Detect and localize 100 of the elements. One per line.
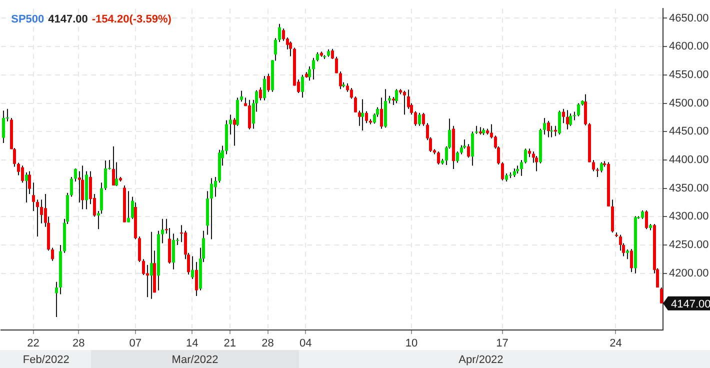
- candlestick: [259, 86, 262, 101]
- x-tick-label: 10: [405, 338, 418, 350]
- candlestick: [115, 162, 118, 187]
- y-tick-label: 4350.00: [669, 182, 709, 194]
- x-tick-label: 24: [610, 338, 622, 350]
- candlestick: [316, 52, 319, 62]
- candlestick: [592, 159, 595, 172]
- annotation: 4147.00: [48, 14, 88, 26]
- candlestick: [263, 76, 266, 101]
- text: Mar/2022: [172, 354, 218, 366]
- y-tick-label: 4500.00: [669, 97, 709, 110]
- candlestick: [150, 231, 153, 300]
- candlestick: [112, 146, 115, 186]
- text: 4147.00: [671, 298, 710, 310]
- candlestick: [301, 74, 304, 98]
- candlestick: [543, 118, 546, 135]
- text: Feb/2022: [22, 354, 70, 366]
- candlestick: [550, 125, 553, 138]
- candlestick: [524, 148, 527, 164]
- candlestick: [577, 102, 580, 117]
- candlestick: [422, 112, 425, 126]
- candlestick: [289, 40, 292, 57]
- candlestick: [191, 256, 194, 280]
- candlestick: [562, 108, 565, 124]
- candlestick: [168, 227, 171, 264]
- candlestick: [267, 73, 270, 92]
- y-tick-label: 4450.00: [669, 126, 709, 138]
- candlestick: [335, 56, 338, 74]
- x-tick-label: 28: [262, 338, 274, 350]
- candlestick: [248, 99, 251, 130]
- candlestick: [361, 98, 364, 131]
- candlestick: [569, 112, 572, 126]
- candlestick: [36, 199, 39, 237]
- candlestick: [142, 258, 145, 276]
- candlestick: [74, 168, 77, 182]
- candlestick: [312, 57, 315, 80]
- x-tick-label: 21: [224, 338, 236, 350]
- candlestick: [282, 28, 285, 42]
- candlestick: [210, 178, 213, 240]
- candlestick: [584, 94, 587, 126]
- candlestick: [547, 120, 550, 138]
- candlestick: [229, 114, 232, 135]
- candlestick: [554, 125, 557, 137]
- candlestick: [626, 249, 629, 260]
- candlestick: [558, 110, 561, 135]
- text: SP500: [11, 14, 44, 26]
- candlestick: [308, 66, 311, 82]
- candlestick: [471, 131, 474, 166]
- candlestick: [25, 172, 28, 203]
- candlestick: [233, 118, 236, 146]
- candlestick: [100, 182, 103, 214]
- candlestick: [32, 182, 35, 212]
- candlestick: [138, 236, 141, 262]
- candlestick: [365, 110, 368, 124]
- candlestick: [501, 162, 504, 181]
- candlestick: [104, 160, 107, 190]
- candlestick: [278, 23, 281, 43]
- x-tick-label: 14: [186, 338, 198, 350]
- y-tick-label: 4400.00: [669, 154, 709, 166]
- candlestick: [403, 90, 406, 116]
- x-tick-label: 07: [129, 338, 142, 350]
- candlestick: [81, 165, 84, 210]
- candlestick: [55, 281, 58, 318]
- candlestick: [350, 87, 353, 100]
- candlestick: [418, 112, 421, 126]
- y-tick-label: 4250.00: [669, 239, 709, 252]
- y-tick-label: 4300.00: [669, 210, 709, 223]
- candlestick: [172, 233, 175, 270]
- candlestick: [214, 176, 217, 198]
- candlestick: [630, 248, 633, 273]
- candlestick: [645, 210, 648, 230]
- candlestick: [240, 90, 243, 102]
- candlestick: [161, 218, 164, 244]
- candlestick: [395, 88, 398, 104]
- x-tick-label: 22: [27, 338, 40, 350]
- candlestick: [437, 150, 440, 165]
- candlestick: [21, 165, 24, 184]
- candlestick: [127, 190, 130, 223]
- candlestick: [380, 97, 383, 130]
- candlestick: [520, 159, 523, 176]
- candlestick: [40, 199, 43, 224]
- candlestick: [51, 247, 54, 262]
- candlestick: [195, 261, 198, 296]
- candlestick: [600, 162, 603, 173]
- y-tick-label: 4550.00: [669, 68, 709, 81]
- x-tick-label: 17: [496, 338, 508, 350]
- candlestick: [331, 48, 334, 60]
- candlestick: [467, 144, 470, 158]
- x-tick-label: 28: [72, 338, 85, 350]
- candlestick: [456, 150, 459, 164]
- y-tick-label: 4650.00: [669, 12, 709, 24]
- candlestick: [566, 110, 569, 130]
- candlestick: [535, 155, 538, 172]
- candlestick: [339, 71, 342, 90]
- annotation: -154.20(-3.59%): [92, 14, 172, 26]
- y-tick-label: 4600.00: [669, 40, 709, 53]
- candlestick: [354, 96, 357, 113]
- y-tick-label: 4200.00: [669, 267, 709, 280]
- candlestick: [70, 176, 73, 198]
- x-tick-label: 04: [299, 338, 312, 350]
